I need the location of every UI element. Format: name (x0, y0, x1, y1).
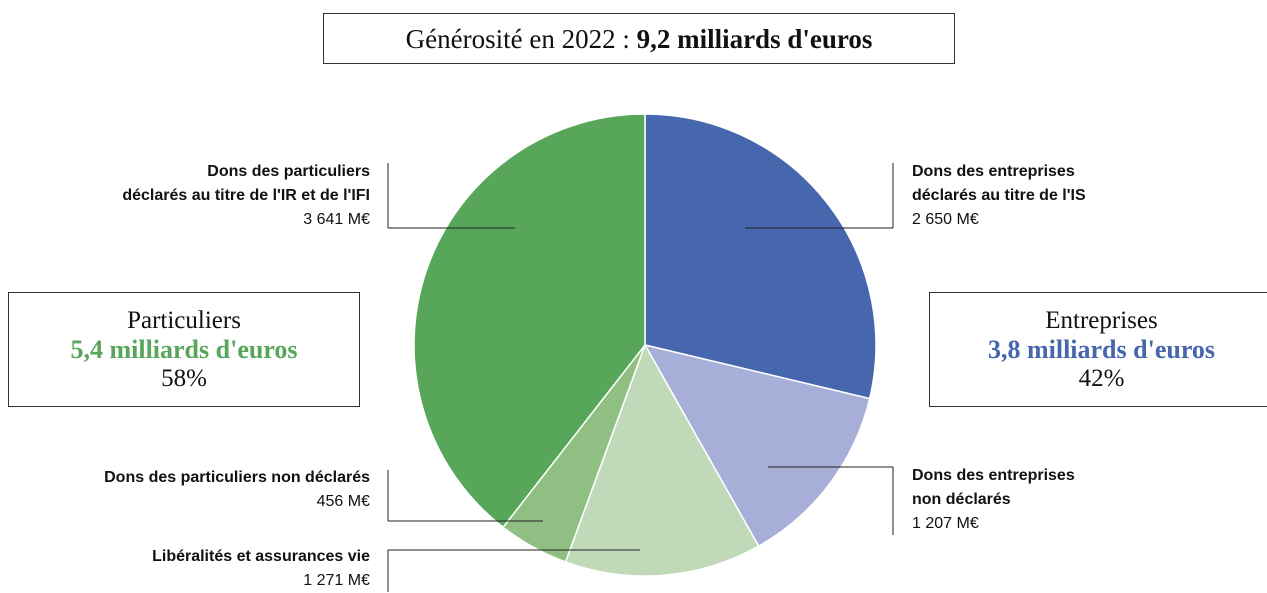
annotation-box: Entreprises 3,8 milliards d'euros 42% (929, 292, 1267, 407)
annotation-share: 58% (161, 365, 207, 392)
chart-title-highlight: 9,2 milliards d'euros (636, 24, 873, 54)
slice-value-label: 1 207 M€ (912, 515, 979, 532)
slice-label: Dons des entreprises non déclarés 1 207 M… (912, 464, 1075, 536)
slice-name: Dons des particuliers déclarés au titre … (122, 163, 370, 204)
title-box: Générosité en 2022 : 9,2 milliards d'eur… (323, 13, 955, 64)
pie-slice (644, 113, 877, 400)
chart-title: Générosité en 2022 : (405, 24, 630, 54)
slice-value-label: 456 M€ (316, 493, 370, 510)
slice-name: Libéralités et assurances vie (152, 548, 370, 565)
annotation-amount: 5,4 milliards d'euros (70, 335, 298, 364)
slice-value-label: 1 271 M€ (303, 572, 370, 589)
annotation-share: 42% (1078, 365, 1125, 392)
annotation-name: Particuliers (127, 307, 241, 334)
slice-name: Dons des particuliers non déclarés (104, 469, 370, 486)
slice-value-label: 2 650 M€ (912, 211, 979, 228)
annotation-name: Entreprises (1045, 307, 1158, 334)
slice-name: Dons des entreprises non déclarés (912, 467, 1075, 508)
slice-value-label: 3 641 M€ (303, 211, 370, 228)
pie-slice (643, 343, 871, 548)
annotation-box: Particuliers 5,4 milliards d'euros 58% (8, 292, 360, 407)
slice-label: Dons des entreprises déclarés au titre d… (912, 160, 1086, 232)
slice-label: Dons des particuliers non déclarés 456 M€ (104, 466, 370, 514)
slice-label: Libéralités et assurances vie 1 271 M€ (152, 545, 370, 593)
pie-slice (564, 343, 760, 577)
slice-name: Dons des entreprises déclarés au titre d… (912, 163, 1086, 204)
annotation-amount: 3,8 milliards d'euros (987, 335, 1216, 364)
pie-slice (413, 113, 646, 529)
slice-label: Dons des particuliers déclarés au titre … (122, 160, 370, 232)
